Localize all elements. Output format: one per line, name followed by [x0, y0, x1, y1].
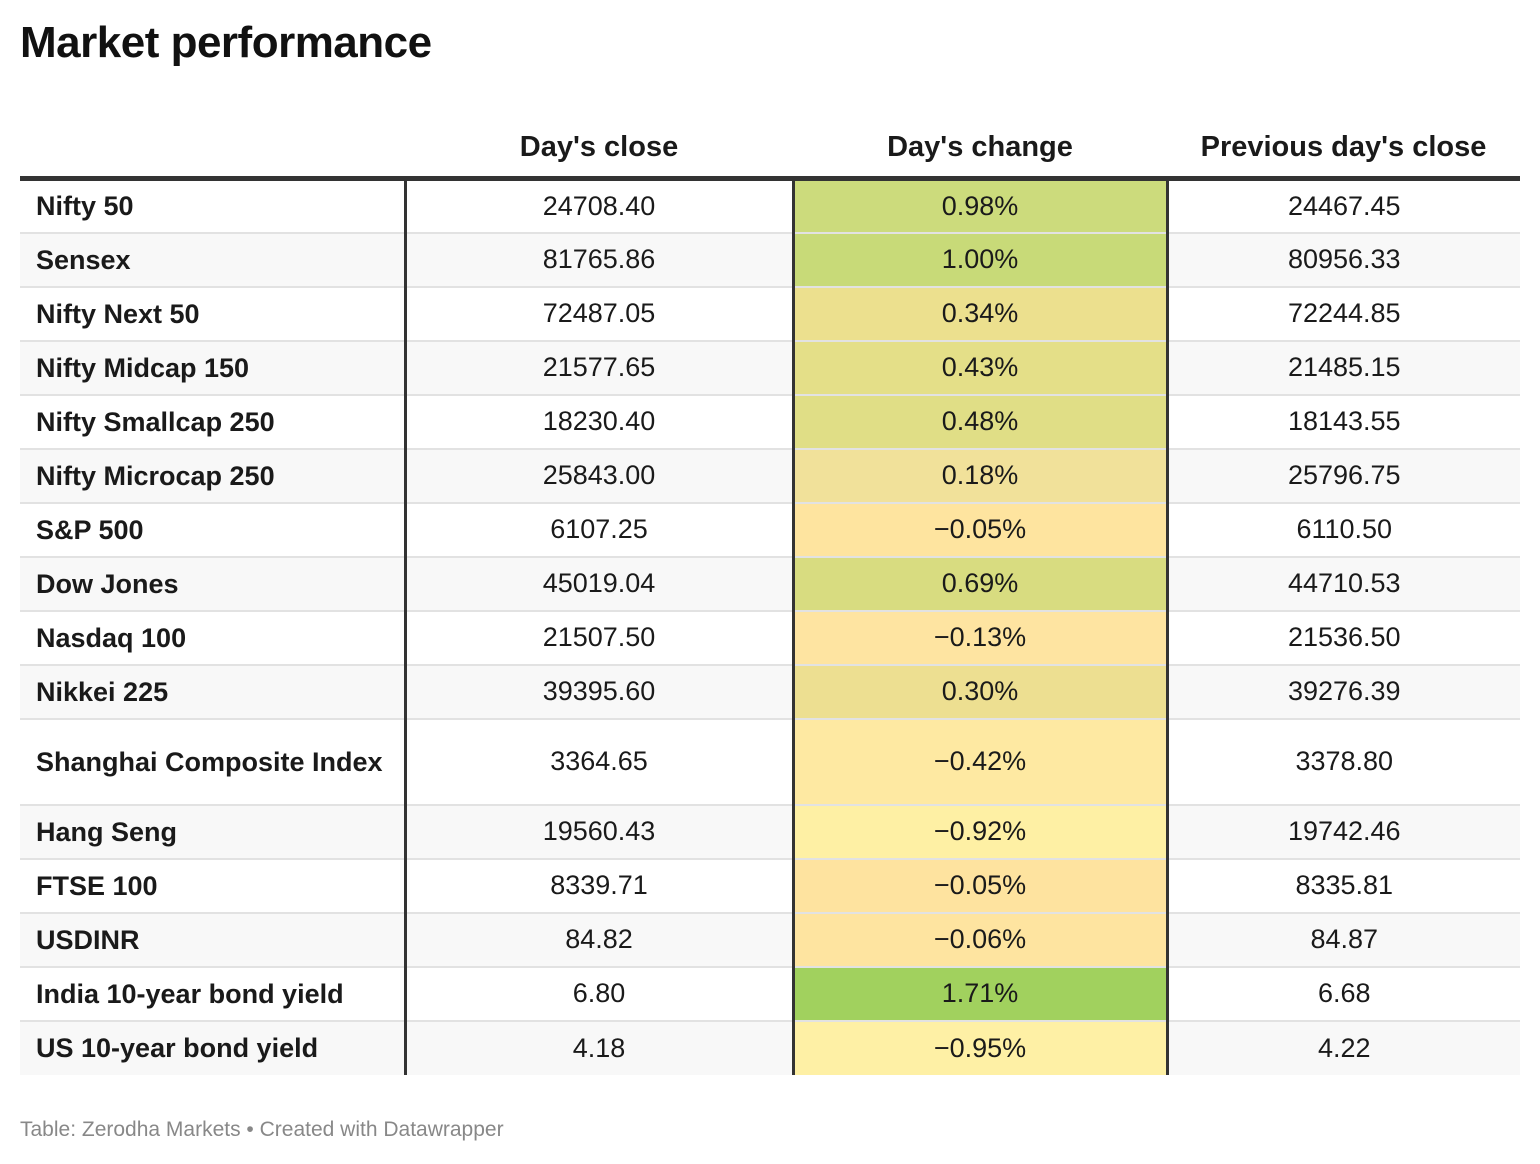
table-row: Nifty Midcap 150 21577.65 0.43% 21485.15 — [20, 339, 1520, 395]
page-title: Market performance — [20, 18, 432, 67]
row-name: India 10-year bond yield — [20, 965, 407, 1021]
row-change: −0.92% — [793, 803, 1169, 859]
row-close: 21507.50 — [405, 609, 795, 665]
row-name: Dow Jones — [20, 555, 407, 611]
table-row: Dow Jones 45019.04 0.69% 44710.53 — [20, 555, 1520, 611]
header-row: Day's close Day's change Previous day's … — [20, 118, 1520, 181]
row-close: 21577.65 — [405, 339, 795, 395]
source-note: Table: Zerodha Markets • Created with Da… — [20, 1118, 504, 1141]
header-close: Day's close — [405, 118, 793, 181]
row-prev: 19742.46 — [1167, 803, 1520, 859]
header-name — [20, 118, 405, 181]
table-row: USDINR 84.82 −0.06% 84.87 — [20, 911, 1520, 967]
row-name: Nifty Midcap 150 — [20, 339, 407, 395]
row-name: Nikkei 225 — [20, 663, 407, 719]
row-prev: 21485.15 — [1167, 339, 1520, 395]
table-body: Nifty 50 24708.40 0.98% 24467.45 Sensex 81765… — [20, 178, 1520, 1075]
row-name: USDINR — [20, 911, 407, 967]
row-prev: 4.22 — [1167, 1019, 1520, 1075]
row-close: 81765.86 — [405, 231, 795, 287]
row-change: 1.71% — [793, 965, 1169, 1021]
row-name: S&P 500 — [20, 501, 407, 557]
row-prev: 44710.53 — [1167, 555, 1520, 611]
row-change: 1.00% — [793, 231, 1169, 287]
row-prev: 72244.85 — [1167, 285, 1520, 341]
row-name: Nifty 50 — [20, 178, 407, 233]
row-name: Nifty Next 50 — [20, 285, 407, 341]
row-change: −0.05% — [793, 501, 1169, 557]
row-change: 0.48% — [793, 393, 1169, 449]
header-change: Day's change — [793, 118, 1167, 181]
row-prev: 18143.55 — [1167, 393, 1520, 449]
table-row: Nifty Next 50 72487.05 0.34% 72244.85 — [20, 285, 1520, 341]
row-prev: 3378.80 — [1167, 717, 1520, 805]
row-prev: 25796.75 — [1167, 447, 1520, 503]
header-prev: Previous day's close — [1167, 118, 1520, 181]
row-close: 25843.00 — [405, 447, 795, 503]
table-row: Hang Seng 19560.43 −0.92% 19742.46 — [20, 803, 1520, 859]
row-prev: 8335.81 — [1167, 857, 1520, 913]
row-name: Nasdaq 100 — [20, 609, 407, 665]
row-change: 0.98% — [793, 178, 1169, 233]
row-close: 6.80 — [405, 965, 795, 1021]
row-prev: 21536.50 — [1167, 609, 1520, 665]
row-name: Sensex — [20, 231, 407, 287]
table-row: Nifty Microcap 250 25843.00 0.18% 25796.75 — [20, 447, 1520, 503]
row-close: 3364.65 — [405, 717, 795, 805]
market-table: Day's close Day's change Previous day's … — [20, 118, 1520, 1075]
row-prev: 80956.33 — [1167, 231, 1520, 287]
table-row: US 10-year bond yield 4.18 −0.95% 4.22 — [20, 1019, 1520, 1075]
row-change: −0.05% — [793, 857, 1169, 913]
table-row: Nasdaq 100 21507.50 −0.13% 21536.50 — [20, 609, 1520, 665]
row-prev: 84.87 — [1167, 911, 1520, 967]
row-change: 0.69% — [793, 555, 1169, 611]
row-name: US 10-year bond yield — [20, 1019, 407, 1075]
row-prev: 6.68 — [1167, 965, 1520, 1021]
row-close: 18230.40 — [405, 393, 795, 449]
row-prev: 39276.39 — [1167, 663, 1520, 719]
row-change: −0.06% — [793, 911, 1169, 967]
row-close: 45019.04 — [405, 555, 795, 611]
row-name: FTSE 100 — [20, 857, 407, 913]
row-change: 0.18% — [793, 447, 1169, 503]
row-change: 0.30% — [793, 663, 1169, 719]
row-change: −0.42% — [793, 717, 1169, 805]
row-change: 0.43% — [793, 339, 1169, 395]
table-row: India 10-year bond yield 6.80 1.71% 6.68 — [20, 965, 1520, 1021]
row-close: 8339.71 — [405, 857, 795, 913]
row-name: Hang Seng — [20, 803, 407, 859]
row-close: 6107.25 — [405, 501, 795, 557]
table-row: Shanghai Composite Index 3364.65 −0.42% 337… — [20, 717, 1520, 805]
table-row: Nifty 50 24708.40 0.98% 24467.45 — [20, 178, 1520, 233]
table-row: Nifty Smallcap 250 18230.40 0.48% 18143.55 — [20, 393, 1520, 449]
row-prev: 24467.45 — [1287, 190, 1401, 221]
row-change: 0.34% — [793, 285, 1169, 341]
row-close: 24708.40 — [405, 178, 795, 233]
row-close: 39395.60 — [405, 663, 795, 719]
row-change: −0.95% — [793, 1019, 1169, 1075]
row-close: 4.18 — [405, 1019, 795, 1075]
row-close: 72487.05 — [405, 285, 795, 341]
row-name: Shanghai Composite Index — [20, 717, 407, 805]
table-row: Nikkei 225 39395.60 0.30% 39276.39 — [20, 663, 1520, 719]
row-prev: 6110.50 — [1167, 501, 1520, 557]
row-close: 84.82 — [405, 911, 795, 967]
row-name: Nifty Microcap 250 — [20, 447, 407, 503]
table-row: FTSE 100 8339.71 −0.05% 8335.81 — [20, 857, 1520, 913]
row-name: Nifty Smallcap 250 — [20, 393, 407, 449]
row-change: −0.13% — [793, 609, 1169, 665]
row-close: 19560.43 — [405, 803, 795, 859]
table-row: S&P 500 6107.25 −0.05% 6110.50 — [20, 501, 1520, 557]
table-row: Sensex 81765.86 1.00% 80956.33 — [20, 231, 1520, 287]
